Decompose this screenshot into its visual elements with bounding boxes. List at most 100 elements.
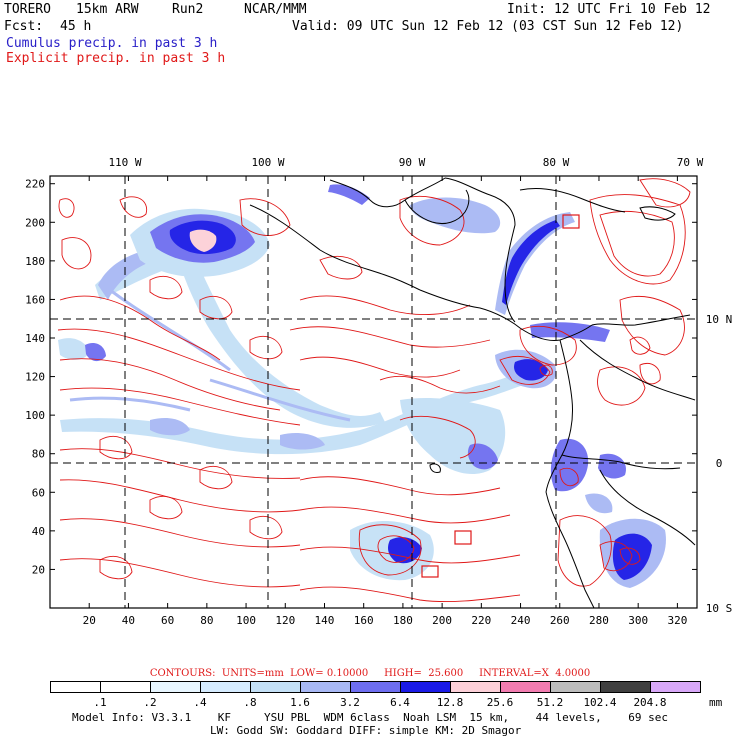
contour-line <box>149 276 183 300</box>
longitude-label: 110 W <box>108 156 141 169</box>
contour-line <box>299 546 521 564</box>
x-tick-label: 260 <box>550 614 570 627</box>
colorbar-swatch <box>200 681 251 693</box>
contour-line <box>599 541 633 572</box>
x-tick-label: 80 <box>200 614 213 627</box>
border-andes <box>579 339 696 401</box>
contour-line <box>58 198 75 218</box>
colorbar-label: .1 <box>93 696 107 709</box>
colorbar-label: 3.2 <box>340 696 360 709</box>
x-tick-label: 220 <box>471 614 491 627</box>
colorbar-label: 6.4 <box>390 696 410 709</box>
precip-mid-pacific <box>150 418 190 436</box>
contour-line <box>399 195 465 246</box>
colorbar-label: .2 <box>143 696 157 709</box>
center-label: NCAR/MMM <box>244 2 307 17</box>
contour-line <box>57 328 301 391</box>
contour-line <box>119 196 148 218</box>
precip-band-yucatan <box>410 197 501 234</box>
border-ecuador-peru <box>561 454 681 470</box>
x-tick-label: 180 <box>393 614 413 627</box>
contour-line <box>249 516 283 540</box>
coast-galapagos <box>429 463 441 473</box>
y-tick-label: 160 <box>25 293 45 306</box>
longitude-label: 100 W <box>251 156 284 169</box>
contour-line <box>59 358 281 411</box>
y-tick-label: 60 <box>32 486 45 499</box>
colorbar-label: .8 <box>243 696 257 709</box>
box-marker-south-center <box>421 565 439 578</box>
colorbar-label: 204.8 <box>633 696 667 709</box>
box-markers <box>421 214 580 578</box>
coast-mexico-pacific <box>249 204 421 291</box>
forecast-label: Fcst: <box>4 19 44 34</box>
contour-line <box>399 415 476 459</box>
precip-south-center-heavy <box>388 537 422 564</box>
cumulus-legend: Cumulus precip. in past 3 h <box>6 36 218 51</box>
contour-line <box>619 547 641 565</box>
x-tick-label: 300 <box>628 614 648 627</box>
y-tick-label: 100 <box>25 409 45 422</box>
coast-yucatan <box>404 189 470 225</box>
contour-line <box>597 366 646 406</box>
x-tick-label: 20 <box>83 614 96 627</box>
coast-northern-sa <box>591 314 691 326</box>
colorbar-swatch <box>450 681 501 693</box>
longitude-label: 70 W <box>677 156 704 169</box>
contour-line <box>59 558 301 588</box>
colorbar-swatch <box>150 681 201 693</box>
longitude-label: 90 W <box>399 156 426 169</box>
lat-lon-grid <box>50 176 697 608</box>
colorbar-label: .4 <box>193 696 207 709</box>
colorbar-swatch <box>250 681 301 693</box>
contour-line <box>639 178 691 208</box>
coast-hispaniola <box>639 206 676 221</box>
contour-line <box>499 356 551 385</box>
box-marker-south <box>454 530 472 545</box>
x-tick-label: 200 <box>432 614 452 627</box>
precip-colombia-pacific-heavy <box>514 359 548 381</box>
contour-line <box>249 336 283 360</box>
cumulus-precip-shading <box>58 184 666 588</box>
x-tick-label: 100 <box>236 614 256 627</box>
colorbar-label: 1.6 <box>290 696 310 709</box>
precip-peru-coast <box>585 493 613 514</box>
contour-line <box>619 295 685 356</box>
contour-line <box>299 506 511 524</box>
precip-west-pacific-low <box>58 338 90 360</box>
precip-central-east-mid <box>467 443 498 470</box>
precip-core-northwest-peak <box>189 229 217 252</box>
colorbar-unit: mm <box>709 696 723 709</box>
contour-line <box>358 524 422 576</box>
axes: 20 40 60 80 100 120 140 160 180 200 220 240 260 280 30… <box>25 156 732 627</box>
colorbar-label: 25.6 <box>486 696 514 709</box>
longitude-label: 80 W <box>543 156 570 169</box>
precip-band-caribbean-heavy <box>502 220 560 305</box>
contour-line <box>379 375 501 394</box>
y-tick-label: 220 <box>25 178 45 191</box>
colorbar-swatch <box>500 681 551 693</box>
y-tick-label: 180 <box>25 255 45 268</box>
plot-frame <box>49 175 698 609</box>
y-tick-label: 140 <box>25 332 45 345</box>
contour-line <box>199 466 233 490</box>
colorbar-label: 102.4 <box>583 696 617 709</box>
colorbar-swatch <box>100 681 151 693</box>
contour-line <box>299 295 471 316</box>
x-tick-label: 240 <box>511 614 531 627</box>
contour-line <box>199 296 233 320</box>
y-tick-label: 20 <box>32 563 45 576</box>
init-time: Init: 12 UTC Fri 10 Feb 12 <box>507 2 711 17</box>
coast-gulf <box>329 177 446 208</box>
x-tick-label: 120 <box>275 614 295 627</box>
contour-line <box>299 476 501 496</box>
plot-area <box>50 176 697 608</box>
colorbar-label: 51.2 <box>536 696 564 709</box>
contour-line <box>299 586 521 603</box>
contour-line <box>59 448 301 479</box>
model-info-line: Model Info: V3.3.1 KF YSU PBL WDM 6class… <box>72 711 669 724</box>
contour-line <box>99 436 133 460</box>
colorbar-swatch <box>350 681 401 693</box>
colorbar-swatch <box>650 681 701 693</box>
contour-line <box>61 237 92 270</box>
